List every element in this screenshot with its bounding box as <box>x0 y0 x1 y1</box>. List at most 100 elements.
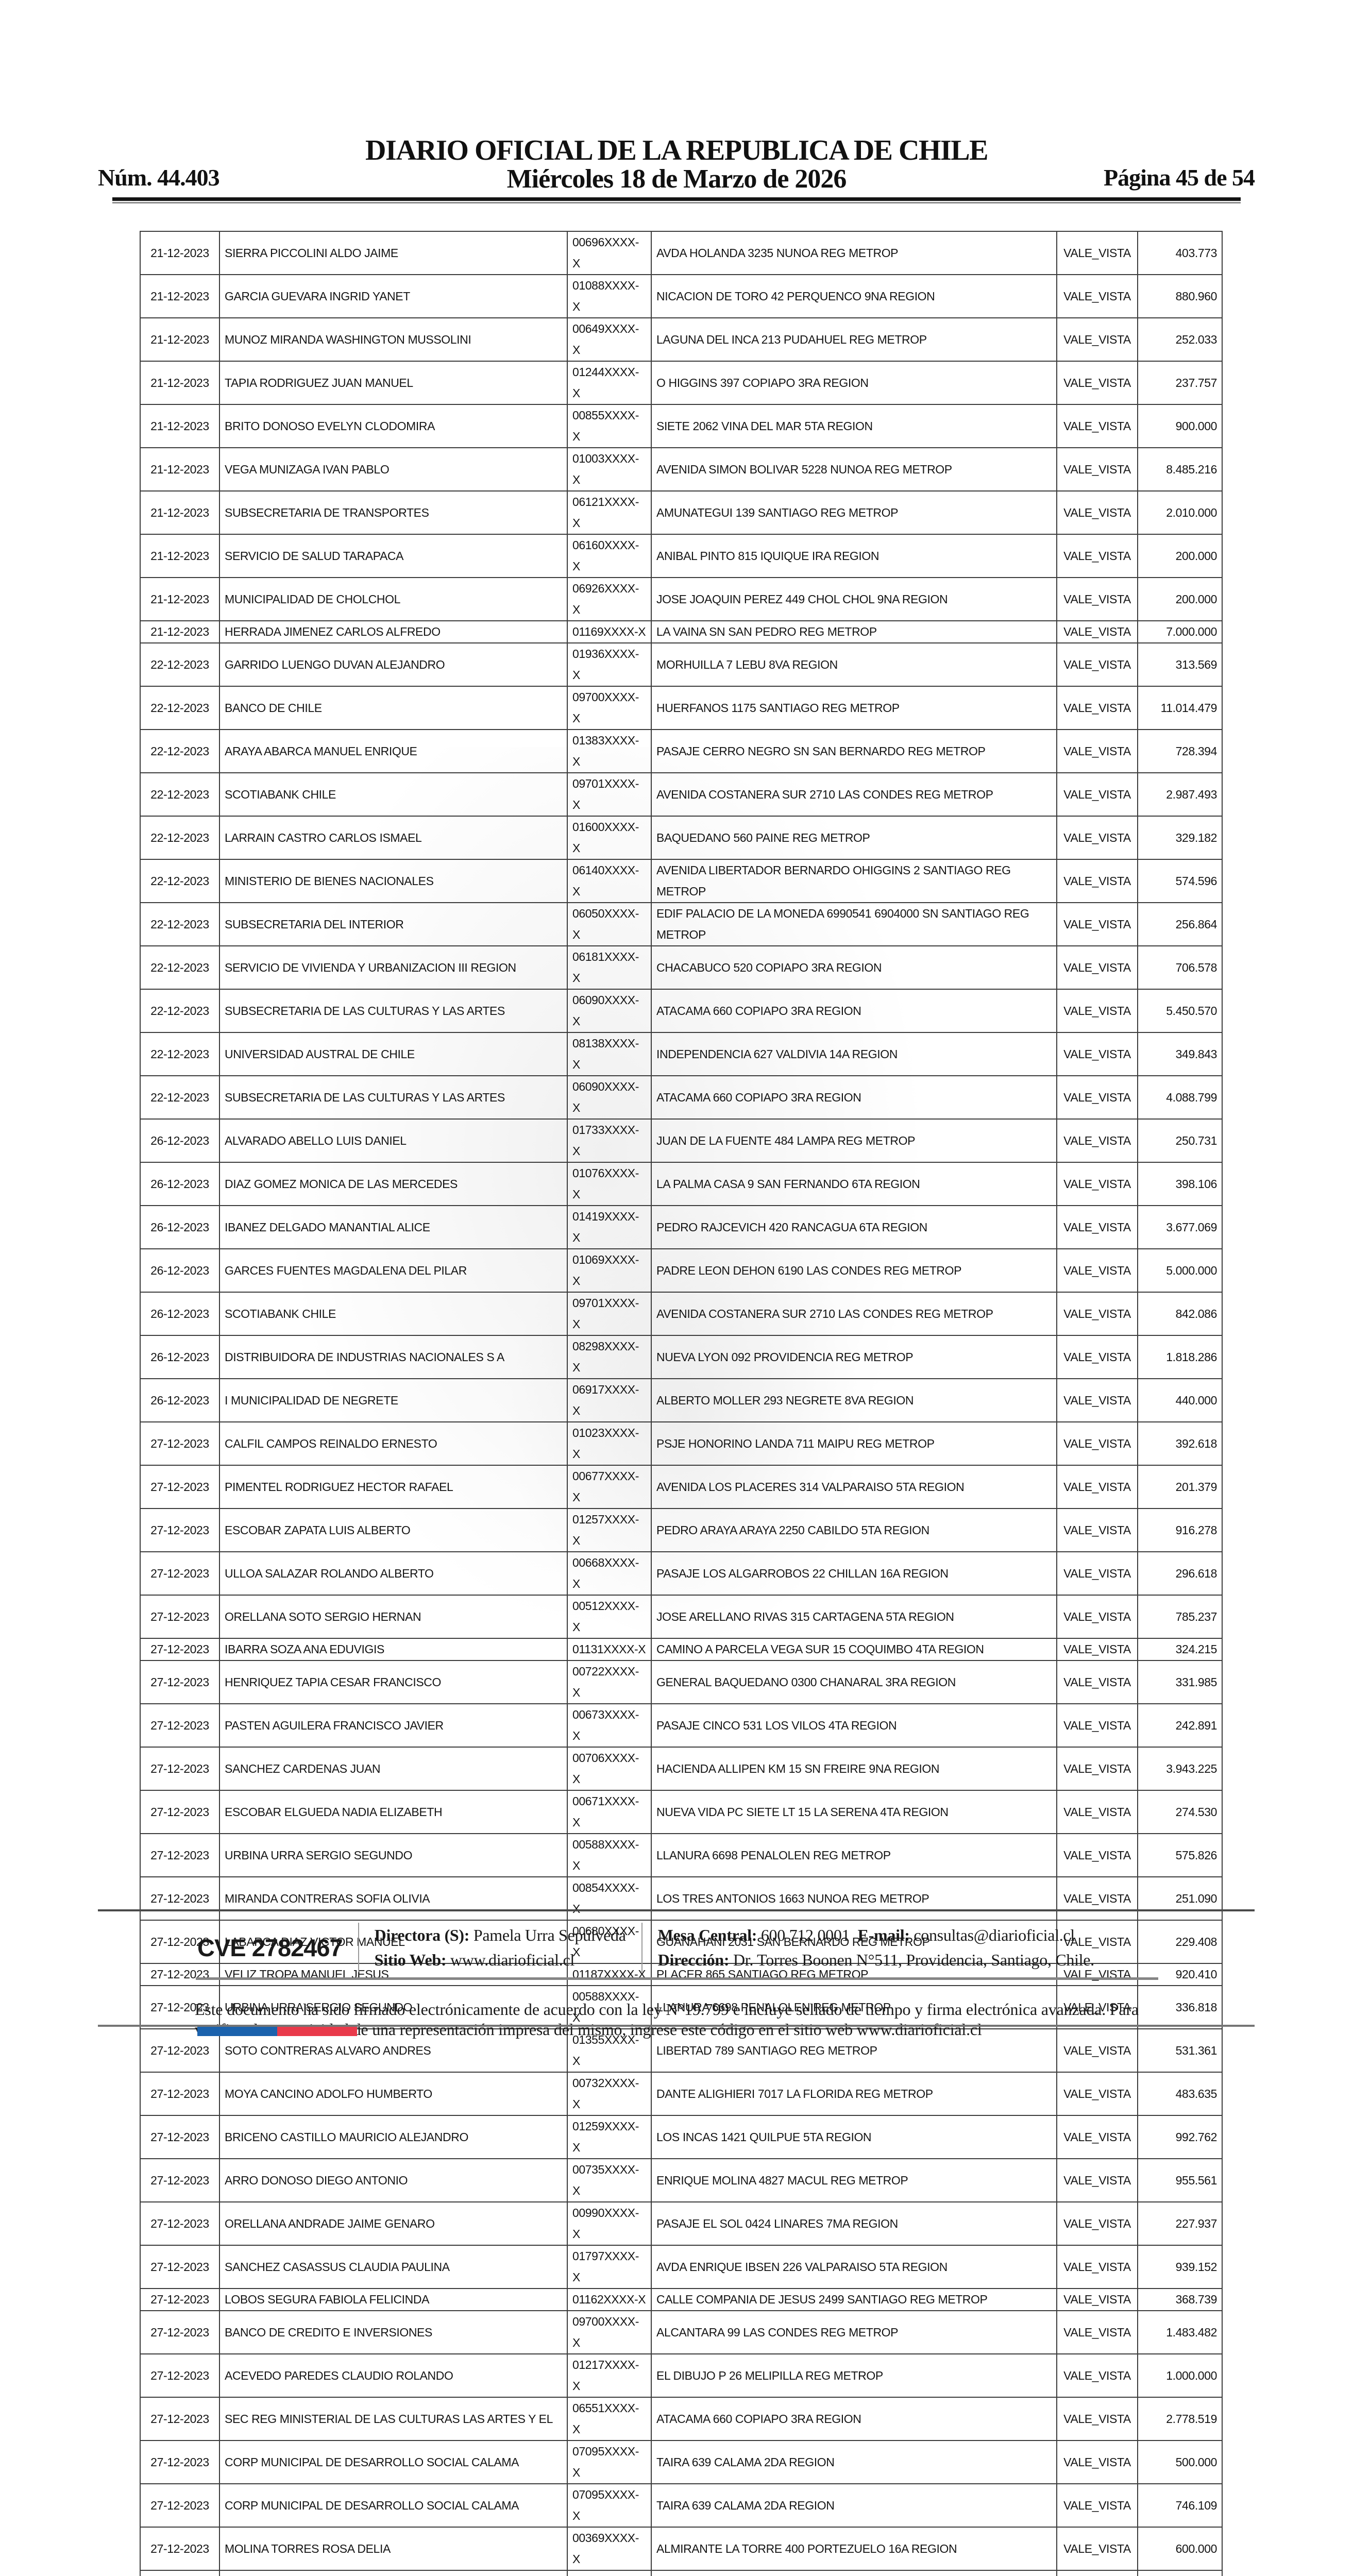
government-flag-logo <box>197 2027 357 2036</box>
cell-id: 09701XXXX-X <box>567 772 652 817</box>
cell-id: 08138XXXX-X <box>567 1032 652 1076</box>
table-row: 21-12-2023 SIERRA PICCOLINI ALDO JAIME 006… <box>140 231 1223 275</box>
cell-doc: VALE_VISTA <box>1056 447 1138 492</box>
cell-name: VEGA MUNIZAGA IVAN PABLO <box>219 447 568 492</box>
footer-director-block: Directora (S): Pamela Urra Sepúlveda Sit… <box>375 1923 626 1972</box>
director-name: Pamela Urra Sepúlveda <box>473 1926 626 1944</box>
cell-date: 22-12-2023 <box>140 1032 220 1076</box>
cell-doc: VALE_VISTA <box>1056 1205 1138 1249</box>
payments-table: 21-12-2023 SIERRA PICCOLINI ALDO JAIME 006… <box>140 231 1223 2576</box>
cell-name: ESCOBAR ZAPATA LUIS ALBERTO <box>219 1508 568 1552</box>
cell-name: PIMENTEL RODRIGUEZ HECTOR RAFAEL <box>219 1465 568 1509</box>
cell-date: 26-12-2023 <box>140 1162 220 1206</box>
cell-address: HACIENDA ALLIPEN KM 15 SN FREIRE 9NA REG… <box>651 1747 1057 1791</box>
cell-date: 22-12-2023 <box>140 989 220 1033</box>
cell-amount: 500.000 <box>1137 2440 1223 2484</box>
cell-doc: VALE_VISTA <box>1056 772 1138 817</box>
cell-date: 22-12-2023 <box>140 859 220 903</box>
cell-name: SIERRA PICCOLINI ALDO JAIME <box>219 231 568 275</box>
cell-amount: 251.090 <box>1137 1876 1223 1921</box>
table-row: 27-12-2023 IBARRA SOZA ANA EDUVIGIS 01131X… <box>140 1638 1223 1661</box>
cell-doc: VALE_VISTA <box>1056 2353 1138 2398</box>
cell-name: MOLINA TORRES ROSA DELIA <box>219 2527 568 2571</box>
cell-id: 00855XXXX-X <box>567 404 652 448</box>
cell-name: ORELLANA ANDRADE JAIME GENARO <box>219 2201 568 2246</box>
cell-amount: 746.109 <box>1137 2483 1223 2528</box>
cell-amount: 398.106 <box>1137 1162 1223 1206</box>
cell-amount: 531.361 <box>1137 2028 1223 2073</box>
cell-address: O HIGGINS 397 COPIAPO 3RA REGION <box>651 361 1057 405</box>
cell-id: 01076XXXX-X <box>567 1162 652 1206</box>
cell-address: SIETE 2062 VINA DEL MAR 5TA REGION <box>651 404 1057 448</box>
site-line: Sitio Web: www.diarioficial.cl <box>375 1947 626 1972</box>
cell-doc: VALE_VISTA <box>1056 729 1138 773</box>
phone-label: Mesa Central: <box>657 1926 757 1944</box>
cell-date: 26-12-2023 <box>140 1118 220 1163</box>
cell-doc: VALE_VISTA <box>1056 902 1138 946</box>
cell-date: 27-12-2023 <box>140 1595 220 1639</box>
cell-amount: 3.943.225 <box>1137 1747 1223 1791</box>
cell-date: 21-12-2023 <box>140 317 220 362</box>
cell-amount: 242.891 <box>1137 1703 1223 1748</box>
table-row: 27-12-2023 ACEVEDO PAREDES CLAUDIO ROLAND… <box>140 2353 1223 2398</box>
cell-name: SCOTIABANK CHILE <box>219 772 568 817</box>
cell-id: 00671XXXX-X <box>567 1790 652 1834</box>
email-address[interactable]: consultas@diarioficial.cl <box>914 1926 1075 1944</box>
table-row: 21-12-2023 VEGA MUNIZAGA IVAN PABLO 01003X… <box>140 447 1223 492</box>
cell-name: SUBSECRETARIA DEL INTERIOR <box>219 902 568 946</box>
cell-id: 01257XXXX-X <box>567 1508 652 1552</box>
cell-doc: VALE_VISTA <box>1056 686 1138 730</box>
cell-id: 01069XXXX-X <box>567 1248 652 1293</box>
table-row: 27-12-2023 CORP MUNICIPAL DE DESARROLLO S… <box>140 2440 1223 2484</box>
cell-address: ATACAMA 660 COPIAPO 3RA REGION <box>651 989 1057 1033</box>
cell-doc: VALE_VISTA <box>1056 620 1138 643</box>
cell-id: 07095XXXX-X <box>567 2440 652 2484</box>
cve-code: CVE 2782467 <box>197 1934 343 1961</box>
cell-address: PASAJE EL SOL 0424 LINARES 7MA REGION <box>651 2201 1057 2246</box>
cell-date: 26-12-2023 <box>140 1335 220 1379</box>
cell-name: ULLOA SALAZAR ROLANDO ALBERTO <box>219 1551 568 1596</box>
cell-name: ALVARADO ABELLO LUIS DANIEL <box>219 1118 568 1163</box>
cell-id: 06050XXXX-X <box>567 902 652 946</box>
header-rule-thin <box>112 202 1241 204</box>
cell-id: 00854XXXX-X <box>567 1876 652 1921</box>
cell-id: 09700XXXX-X <box>567 2310 652 2354</box>
cell-date: 22-12-2023 <box>140 772 220 817</box>
cell-amount: 440.000 <box>1137 1378 1223 1422</box>
cell-address: ALCANTARA 99 LAS CONDES REG METROP <box>651 2310 1057 2354</box>
cell-id: 01217XXXX-X <box>567 2353 652 2398</box>
cell-id: 01355XXXX-X <box>567 2028 652 2073</box>
cell-name: UNIVERSIDAD AUSTRAL DE CHILE <box>219 1032 568 1076</box>
flag-red-segment <box>277 2027 357 2036</box>
cell-address: JOSE ARELLANO RIVAS 315 CARTAGENA 5TA RE… <box>651 1595 1057 1639</box>
cell-address: MORHUILLA 7 LEBU 8VA REGION <box>651 642 1057 687</box>
table-row: 26-12-2023 DIAZ GOMEZ MONICA DE LAS MERCE… <box>140 1162 1223 1206</box>
table-row: 27-12-2023 SEC REG MINISTERIAL DE LAS CUL… <box>140 2397 1223 2441</box>
cell-date: 22-12-2023 <box>140 729 220 773</box>
cell-date: 27-12-2023 <box>140 1747 220 1791</box>
cell-id: 01419XXXX-X <box>567 1205 652 1249</box>
table-row: 21-12-2023 SERVICIO DE SALUD TARAPACA 0616… <box>140 534 1223 578</box>
cell-address: PASAJE LOS ALGARROBOS 22 CHILLAN 16A REG… <box>651 1551 1057 1596</box>
address-label: Dirección: <box>657 1951 730 1969</box>
cell-doc: VALE_VISTA <box>1056 1118 1138 1163</box>
cell-date: 27-12-2023 <box>140 1985 220 2029</box>
cell-date: 27-12-2023 <box>140 1421 220 1466</box>
cell-doc: VALE_VISTA <box>1056 1660 1138 1704</box>
site-url[interactable]: www.diarioficial.cl <box>450 1951 574 1969</box>
cell-name: ARRO DONOSO DIEGO ANTONIO <box>219 2158 568 2202</box>
table-row: 22-12-2023 GARRIDO LUENGO DUVAN ALEJANDRO… <box>140 642 1223 687</box>
cell-name: SERVICIO DE SALUD TARAPACA <box>219 534 568 578</box>
cell-amount: 201.379 <box>1137 1465 1223 1509</box>
cell-name: BRICENO CASTILLO MAURICIO ALEJANDRO <box>219 2115 568 2159</box>
cell-doc: VALE_VISTA <box>1056 2310 1138 2354</box>
table-row: 27-12-2023 CORP MUNICIPAL DE DESARROLLO S… <box>140 2483 1223 2528</box>
cell-id: 01936XXXX-X <box>567 642 652 687</box>
cell-doc: VALE_VISTA <box>1056 2440 1138 2484</box>
cell-doc: VALE_VISTA <box>1056 859 1138 903</box>
cell-amount: 252.033 <box>1137 317 1223 362</box>
cell-doc: VALE_VISTA <box>1056 1833 1138 1877</box>
cell-doc: VALE_VISTA <box>1056 361 1138 405</box>
cell-amount: 256.864 <box>1137 902 1223 946</box>
